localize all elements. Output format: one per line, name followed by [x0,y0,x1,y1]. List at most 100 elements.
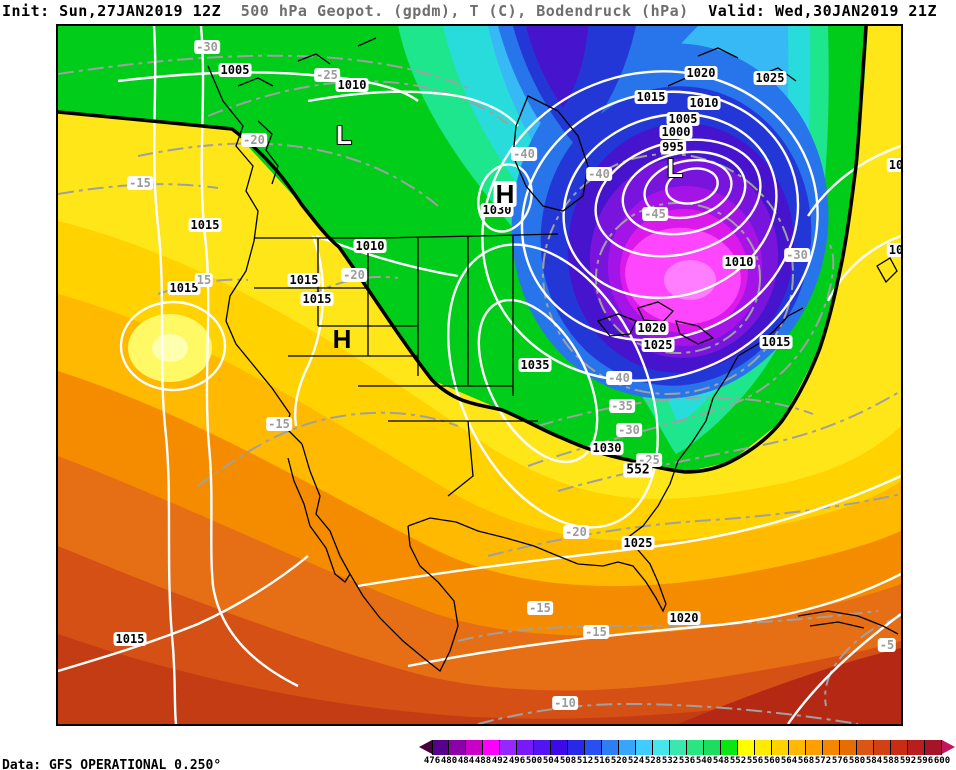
colorbar-tick: 600 [933,756,951,766]
colorbar-segment [840,740,857,755]
geopotential-label: 552 [623,462,653,478]
high-pressure-marker: H [332,324,352,354]
colorbar-tick: 516 [593,756,611,766]
temperature-label: -15 [266,417,292,431]
colorbar-segment [551,740,568,755]
pressure-label: 1025 [753,71,787,85]
map-header: Init: Sun,27JAN2019 12Z 500 hPa Geopot. … [2,2,954,22]
colorbar-segment [517,740,534,755]
colorbar-segment [772,740,789,755]
colorbar-left-arrow-icon [419,740,432,754]
colorbar-segment [585,740,602,755]
pressure-label: 1015 [287,273,321,287]
temperature-label: -15 [127,176,153,190]
data-source-label: Data: GFS OPERATIONAL 0.250° [2,758,222,770]
colorbar-tick: 492 [491,756,509,766]
pressure-label: 1015 [167,281,201,295]
colorbar-tick: 496 [508,756,526,766]
temperature-label: -25 [314,68,340,82]
colorbar-tick: 540 [695,756,713,766]
temperature-label: -30 [194,40,220,54]
pressure-label: 1005 [666,112,700,126]
temperature-label: -20 [241,133,267,147]
colorbar-segment [670,740,687,755]
colorbar-segment [636,740,653,755]
colorbar-tick: 476 [423,756,441,766]
low-pressure-marker: L [667,153,683,183]
valid-time-label: Valid: Wed,30JAN2019 21Z [708,2,937,20]
pressure-label: 1035 [518,358,552,372]
colorbar-tick: 504 [542,756,560,766]
pressure-label: 1020 [635,321,669,335]
colorbar-tick: 488 [474,756,492,766]
colorbar-segment [823,740,840,755]
colorbar-tick: 520 [610,756,628,766]
colorbar-tick: 576 [831,756,849,766]
temperature-label: -20 [563,525,589,539]
colorbar-segment [755,740,772,755]
colorbar-right-arrow-icon [942,740,955,754]
colorbar-segment [738,740,755,755]
pressure-contours [58,26,901,724]
colorbar-tick: 484 [457,756,475,766]
colorbar-tick: 588 [882,756,900,766]
colorbar-segment [687,740,704,755]
coastlines [207,37,899,673]
temperature-label: -15 [527,601,553,615]
temperature-label: -5 [877,638,897,652]
colorbar-segment [874,740,891,755]
colorbar-tick: 512 [576,756,594,766]
colorbar-segment [449,740,466,755]
colorbar-segment [568,740,585,755]
colorbar-tick: 580 [848,756,866,766]
temperature-label: -15 [583,625,609,639]
pressure-label: 1025 [641,338,675,352]
pressure-label: 1020 [684,66,718,80]
pressure-label: 1010 [722,255,756,269]
temperature-label: -20 [341,268,367,282]
pressure-label: 10 [886,243,901,257]
colorbar-tick: 552 [729,756,747,766]
temperature-label: -45 [642,207,668,221]
colorbar-tick: 564 [780,756,798,766]
temperature-label: -40 [511,147,537,161]
colorbar-tick: 592 [899,756,917,766]
chart-title: 500 hPa Geopot. (gpdm), T (C), Bodendruc… [240,2,689,20]
temperature-contours [58,54,901,724]
colorbar-segment [432,740,449,755]
temperature-label: -30 [784,248,810,262]
pressure-label: 1005 [218,63,252,77]
colorbar-segment [857,740,874,755]
pressure-label: 1015 [634,90,668,104]
colorbar-segment [619,740,636,755]
colorbar-segment [891,740,908,755]
colorbar-segment [653,740,670,755]
colorbar-segment [789,740,806,755]
colorbar-segment [925,740,942,755]
pressure-label: 1000 [659,125,693,139]
map-footer: Data: GFS OPERATIONAL 0.250° (C) Wetterz… [2,726,221,770]
colorbar-segment [602,740,619,755]
colorbar-tick: 500 [525,756,543,766]
pressure-label: 1015 [759,335,793,349]
colorbar-segment [806,740,823,755]
temperature-label: -35 [609,399,635,413]
init-time-label: Init: Sun,27JAN2019 12Z [2,2,222,20]
colorbar-tick: 480 [440,756,458,766]
colorbar-segment [704,740,721,755]
colorbar-tick: 572 [814,756,832,766]
pressure-label: 1015 [300,292,334,306]
pressure-label: 1015 [113,632,147,646]
colorbar-tick: 524 [627,756,645,766]
pressure-label: 1015 [188,218,222,232]
temperature-label: -40 [586,167,612,181]
pressure-label: 995 [660,140,686,154]
pressure-label: 1030 [590,441,624,455]
high-pressure-marker: H [493,179,517,209]
colorbar-tick: 508 [559,756,577,766]
colorbar-tick: 528 [644,756,662,766]
pressure-label: 1010 [687,96,721,110]
temperature-label: -10 [552,696,578,710]
colorbar-segment [500,740,517,755]
colorbar-segment [534,740,551,755]
